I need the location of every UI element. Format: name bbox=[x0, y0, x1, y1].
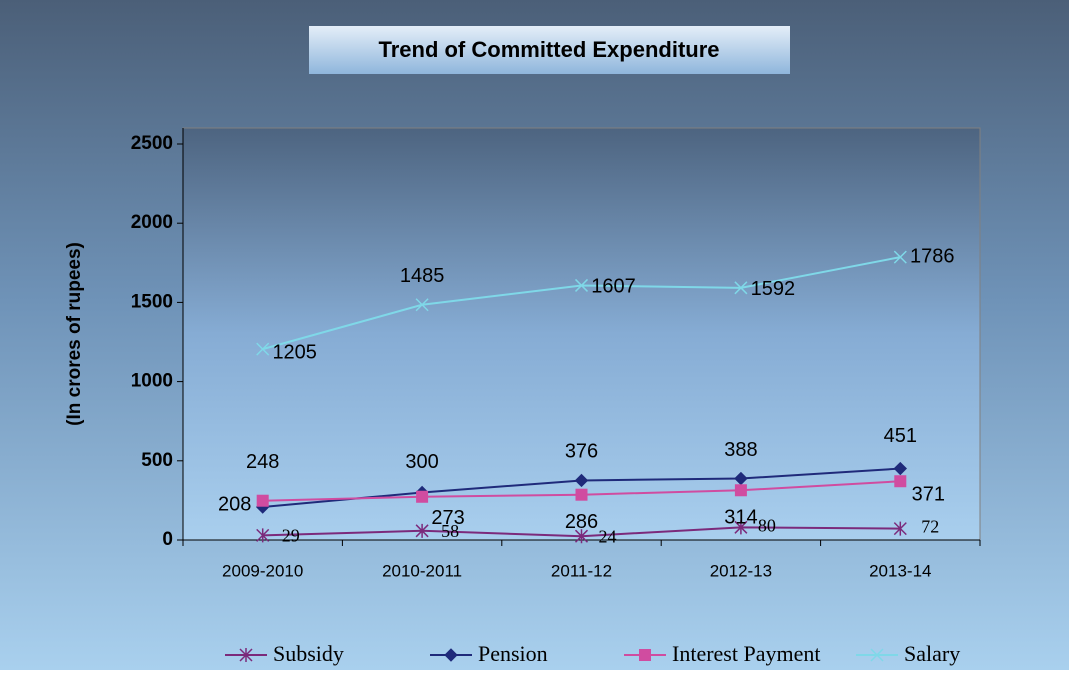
y-tick-label: 1500 bbox=[131, 291, 173, 312]
data-label: 29 bbox=[282, 526, 300, 546]
data-label: 286 bbox=[565, 511, 598, 533]
data-label: 208 bbox=[218, 493, 251, 515]
data-label: 24 bbox=[599, 526, 617, 546]
point bbox=[894, 475, 907, 488]
point bbox=[416, 490, 429, 503]
point bbox=[415, 523, 429, 538]
x-tick-label: 2012-13 bbox=[710, 561, 772, 580]
y-tick-label: 0 bbox=[162, 529, 173, 550]
data-label: 300 bbox=[405, 451, 438, 473]
x-tick-label: 2010-2011 bbox=[382, 561, 462, 580]
data-label: 1592 bbox=[751, 278, 796, 300]
data-label: 273 bbox=[431, 507, 464, 529]
data-label: 1205 bbox=[272, 341, 317, 363]
data-label: 58 bbox=[441, 521, 459, 541]
data-label: 388 bbox=[724, 439, 757, 461]
x-tick-label: 2009-2010 bbox=[222, 561, 303, 580]
y-tick-label: 2000 bbox=[131, 212, 173, 233]
point bbox=[256, 528, 270, 543]
data-label: 314 bbox=[724, 507, 757, 529]
chart-title: Trend of Committed Expenditure bbox=[378, 37, 719, 62]
data-label: 248 bbox=[246, 451, 279, 473]
point bbox=[734, 281, 748, 295]
point bbox=[256, 342, 270, 356]
point bbox=[893, 250, 907, 264]
legend-label: Salary bbox=[904, 641, 960, 666]
point bbox=[574, 278, 589, 292]
x-tick-label: 2013-14 bbox=[869, 561, 931, 580]
y-tick-label: 1000 bbox=[131, 371, 173, 392]
point bbox=[734, 484, 747, 497]
legend-marker bbox=[239, 648, 253, 662]
data-label: 80 bbox=[758, 515, 776, 535]
y-tick-label: 2500 bbox=[131, 133, 173, 154]
point bbox=[734, 520, 748, 535]
y-tick-label: 500 bbox=[141, 450, 173, 471]
legend-label: Interest Payment bbox=[672, 641, 820, 666]
data-label: 1786 bbox=[910, 245, 955, 267]
title-box bbox=[309, 26, 790, 74]
data-label: 371 bbox=[912, 484, 945, 506]
data-label: 451 bbox=[884, 425, 917, 447]
legend-label: Subsidy bbox=[273, 641, 344, 666]
point bbox=[574, 473, 589, 488]
legend-label: Pension bbox=[478, 641, 548, 666]
point bbox=[575, 488, 588, 501]
point bbox=[893, 461, 908, 476]
point bbox=[415, 298, 429, 312]
legend-marker bbox=[870, 648, 884, 662]
data-label: 1485 bbox=[400, 265, 445, 287]
y-axis-label: (In crores of rupees) bbox=[64, 242, 85, 426]
data-label: 72 bbox=[921, 517, 939, 537]
point bbox=[256, 494, 269, 507]
data-label: 376 bbox=[565, 441, 598, 463]
x-tick-label: 2011-12 bbox=[551, 561, 612, 580]
legend-marker bbox=[444, 648, 458, 662]
legend-marker bbox=[639, 649, 651, 661]
point bbox=[574, 529, 589, 544]
point bbox=[893, 521, 907, 536]
data-label: 1607 bbox=[591, 276, 636, 298]
